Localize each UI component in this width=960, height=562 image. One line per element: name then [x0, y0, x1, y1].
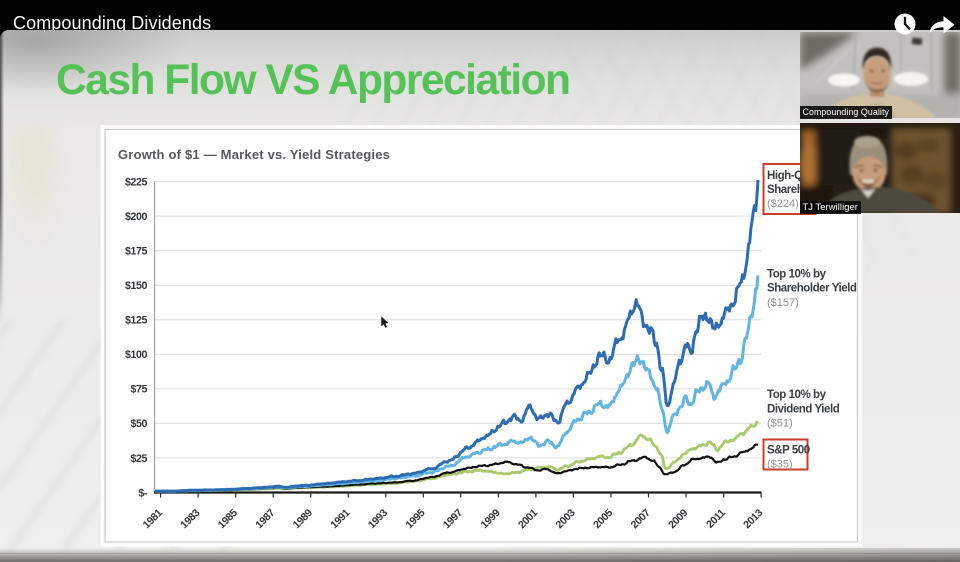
svg-text:($224): ($224) — [767, 198, 799, 210]
svg-text:Shareholder Yield: Shareholder Yield — [767, 283, 857, 295]
svg-text:Top 10% by: Top 10% by — [767, 269, 827, 281]
svg-text:($51): ($51) — [767, 418, 793, 430]
svg-text:Dividend Yield: Dividend Yield — [767, 404, 840, 416]
svg-text:($157): ($157) — [767, 297, 799, 309]
svg-text:$125: $125 — [125, 315, 147, 327]
svg-text:S&P 500: S&P 500 — [767, 445, 810, 457]
svg-text:$50: $50 — [131, 418, 148, 430]
svg-text:$-: $- — [138, 487, 147, 499]
svg-text:$175: $175 — [125, 246, 147, 258]
svg-text:$150: $150 — [125, 280, 147, 292]
svg-text:($35): ($35) — [767, 459, 793, 471]
svg-text:Growth of $1 — Market vs. Yiel: Growth of $1 — Market vs. Yield Strategi… — [118, 147, 390, 162]
svg-text:$100: $100 — [125, 349, 147, 361]
svg-text:$225: $225 — [125, 176, 147, 188]
svg-text:$200: $200 — [125, 211, 147, 223]
svg-text:Top 10% by: Top 10% by — [767, 389, 827, 401]
svg-text:$75: $75 — [131, 384, 148, 396]
svg-text:$25: $25 — [131, 453, 148, 465]
